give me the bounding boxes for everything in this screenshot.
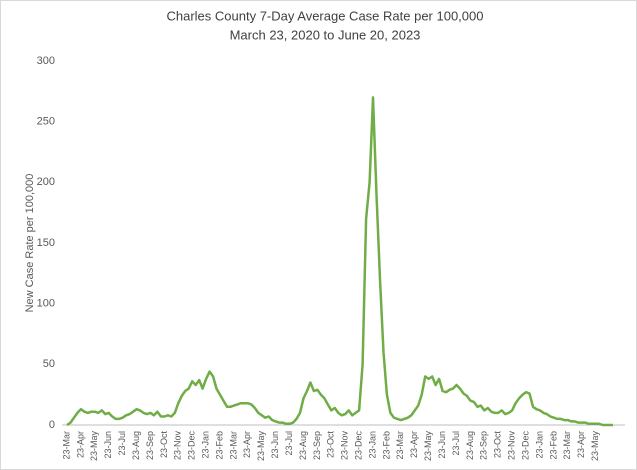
y-tick-label: 50 — [43, 358, 55, 370]
x-tick-label: 23-Jan — [534, 431, 544, 459]
x-tick-label: 23-Apr — [242, 431, 252, 458]
x-tick-label: 23-Mar — [562, 431, 572, 460]
x-tick-label: 23-Feb — [214, 431, 224, 460]
x-tick-label: 23-Jun — [270, 431, 280, 459]
x-tick-label: 23-Jul — [451, 431, 461, 456]
x-tick-label: 23-Nov — [340, 431, 350, 461]
chart-title: Charles County 7-Day Average Case Rate p… — [166, 8, 483, 23]
x-tick-label: 23-Oct — [159, 431, 169, 459]
x-tick-label: 23-Feb — [381, 431, 391, 460]
y-tick-label: 300 — [37, 55, 55, 67]
x-tick-label: 23-Mar — [61, 431, 71, 460]
x-tick-label: 23-Dec — [354, 431, 364, 461]
x-tick-label: 23-Mar — [228, 431, 238, 460]
y-tick-label: 200 — [37, 176, 55, 188]
x-tick-label: 23-Jun — [103, 431, 113, 459]
x-tick-label: 23-Oct — [493, 431, 503, 459]
x-tick-label: 23-May — [590, 431, 600, 462]
y-tick-label: 100 — [37, 298, 55, 310]
x-tick-label: 23-Jul — [117, 431, 127, 456]
x-tick-label: 23-Apr — [409, 431, 419, 458]
x-tick-label: 23-Jan — [200, 431, 210, 459]
x-tick-label: 23-May — [89, 431, 99, 462]
chart-subtitle: March 23, 2020 to June 20, 2023 — [230, 27, 421, 42]
x-tick-label: 23-Sep — [145, 431, 155, 460]
x-tick-label: 23-Aug — [465, 431, 475, 460]
x-tick-label: 23-Aug — [131, 431, 141, 460]
x-tick-label: 23-Dec — [187, 431, 197, 461]
x-tick-label: 23-Sep — [312, 431, 322, 460]
y-tick-label: 250 — [37, 116, 55, 128]
x-tick-label: 23-Apr — [75, 431, 85, 458]
x-tick-label: 23-Feb — [548, 431, 558, 460]
x-tick-label: 23-Dec — [520, 431, 530, 461]
x-tick-label: 23-Jan — [367, 431, 377, 459]
x-tick-label: 23-Nov — [173, 431, 183, 461]
x-tick-label: 23-May — [423, 431, 433, 462]
x-tick-label: 23-Nov — [507, 431, 517, 461]
x-tick-label: 23-May — [256, 431, 266, 462]
y-tick-label: 0 — [49, 419, 55, 431]
x-tick-label: 23-Mar — [395, 431, 405, 460]
x-tick-label: 23-Jun — [437, 431, 447, 459]
x-tick-label: 23-Jul — [284, 431, 294, 456]
y-axis-label: New Case Rate per 100,000 — [24, 174, 36, 313]
x-tick-label: 23-Oct — [326, 431, 336, 459]
x-tick-label: 23-Aug — [298, 431, 308, 460]
data-line — [66, 96, 613, 427]
x-tick-label: 23-Apr — [576, 431, 586, 458]
y-tick-label: 150 — [37, 237, 55, 249]
x-tick-label: 23-Sep — [479, 431, 489, 460]
